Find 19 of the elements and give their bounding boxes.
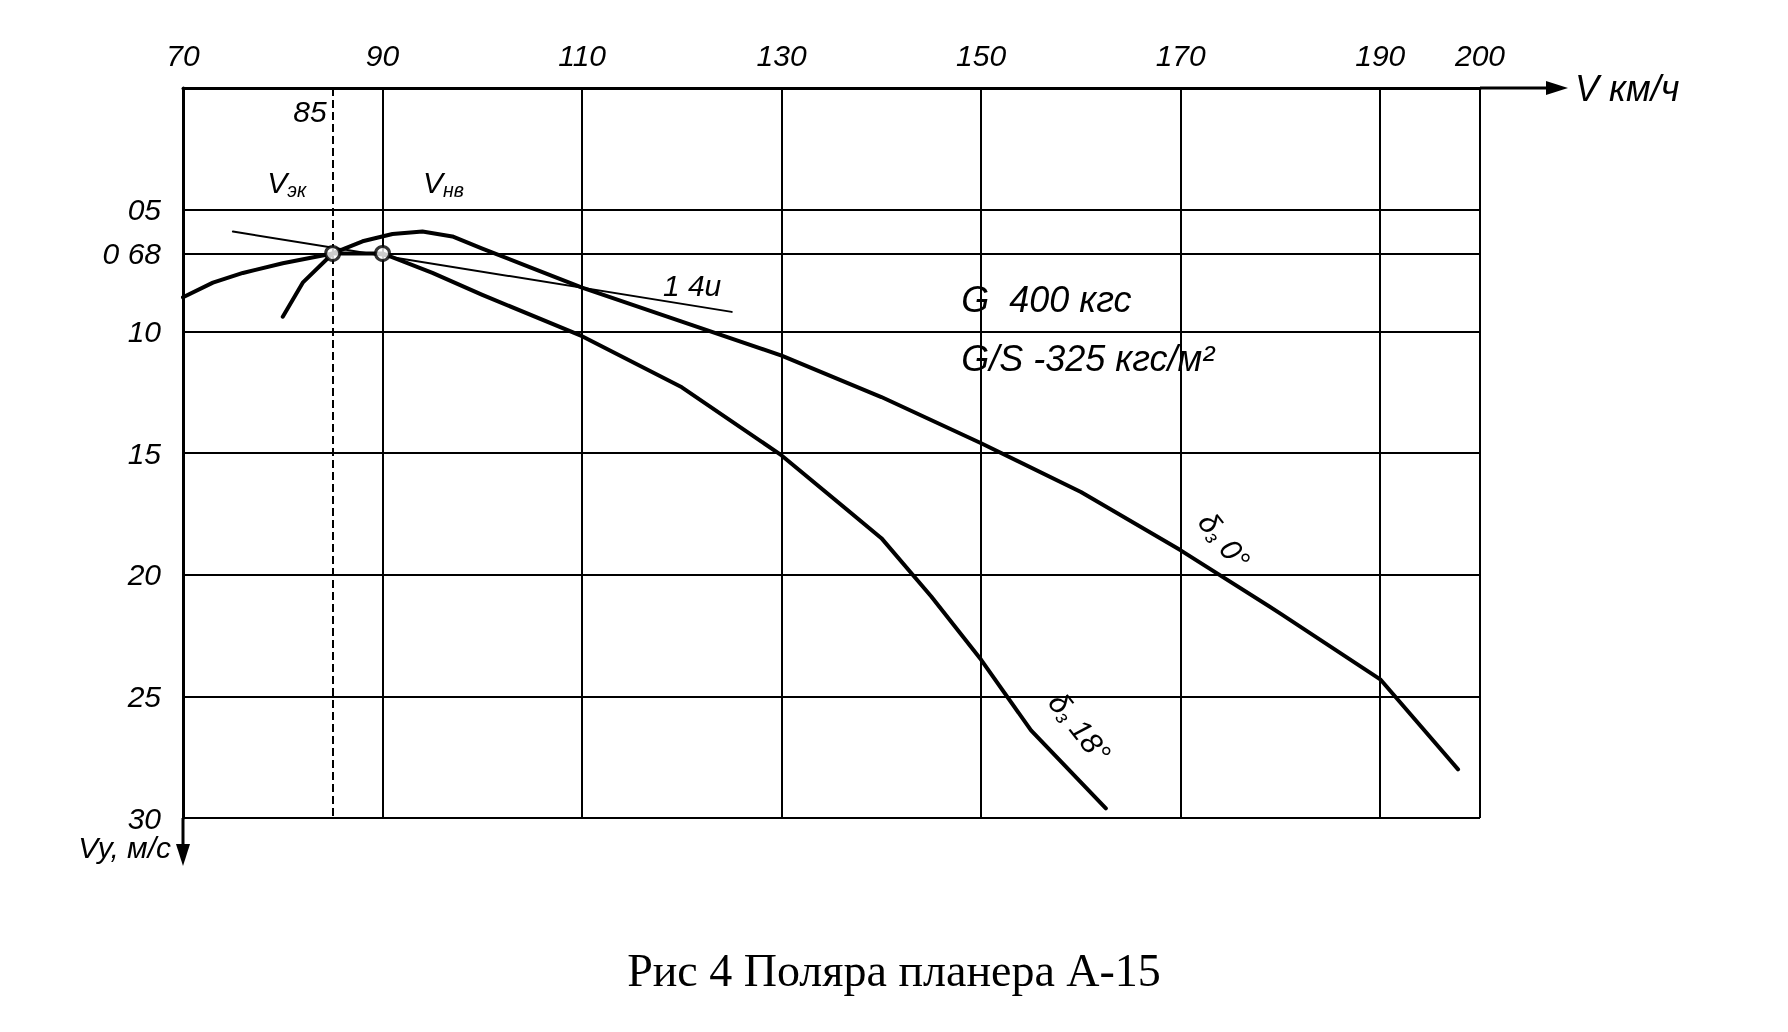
y-tick-label: 25	[126, 679, 162, 713]
y-tick-label: 05	[127, 193, 162, 227]
x-tick-label: 130	[756, 38, 807, 72]
x-tick-label: 90	[365, 38, 400, 72]
x-tick-label: 70	[166, 38, 200, 72]
x-axis-title: V км/ч	[1575, 67, 1680, 109]
x-tick-label: 190	[1355, 38, 1406, 72]
x-tick-label: 170	[1155, 38, 1207, 72]
x-tick-label: 150	[956, 38, 1007, 72]
y-tick-label: 10	[127, 314, 162, 348]
x-tick-label: 110	[558, 38, 607, 72]
y-tick-label: 15	[127, 436, 162, 470]
y-tick-label: 20	[126, 558, 162, 592]
text: Рис 4 Поляра планера А-15	[627, 944, 1161, 996]
text: δз 0°	[1191, 506, 1257, 576]
x-tick-label: 200	[1453, 38, 1506, 72]
y-tick-label: 0 68	[102, 236, 162, 270]
annotation: 1 4u	[662, 268, 722, 302]
ref-line-label: 85	[293, 94, 327, 128]
